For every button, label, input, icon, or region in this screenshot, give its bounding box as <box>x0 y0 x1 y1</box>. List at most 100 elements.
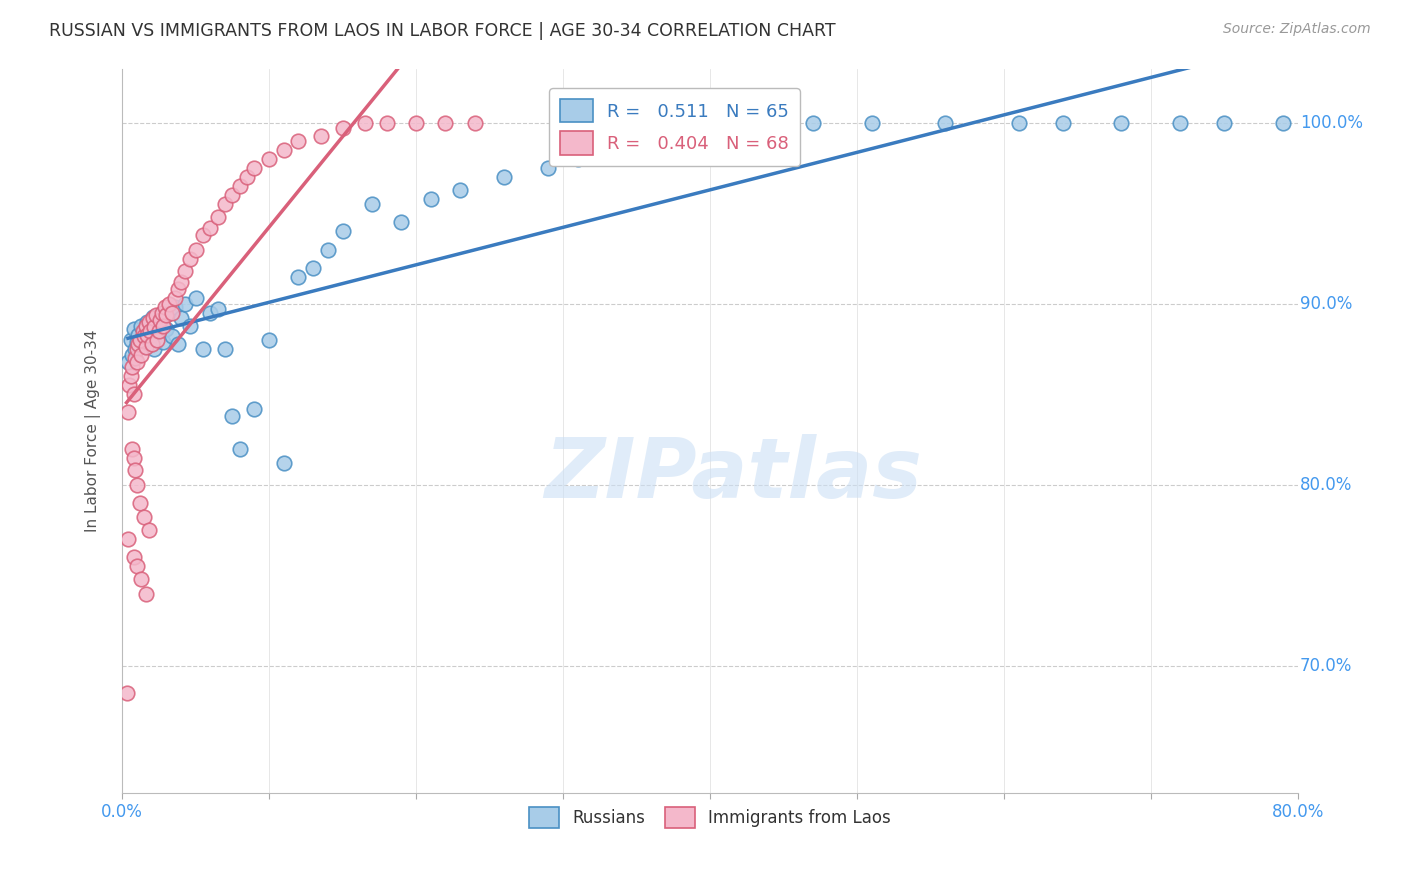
Point <box>200 306 222 320</box>
Point <box>129 318 152 333</box>
Point <box>122 387 145 401</box>
Point <box>131 331 153 345</box>
Text: 80.0%: 80.0% <box>1301 476 1353 494</box>
Point <box>464 116 486 130</box>
Point <box>184 243 207 257</box>
Point <box>128 333 150 347</box>
Point <box>121 360 143 375</box>
Point <box>134 324 156 338</box>
Point <box>236 170 259 185</box>
Point <box>228 442 250 456</box>
Point <box>353 116 375 130</box>
Point <box>179 252 201 266</box>
Point <box>207 302 229 317</box>
Legend: Russians, Immigrants from Laos: Russians, Immigrants from Laos <box>522 800 897 835</box>
Point <box>1272 116 1295 130</box>
Point <box>136 327 159 342</box>
Text: Source: ZipAtlas.com: Source: ZipAtlas.com <box>1223 22 1371 37</box>
Point <box>537 161 560 175</box>
Point <box>125 559 148 574</box>
Point <box>860 116 883 130</box>
Point <box>1007 116 1029 130</box>
Point <box>1168 116 1191 130</box>
Point <box>361 197 384 211</box>
Point <box>121 347 143 361</box>
Point <box>150 308 173 322</box>
Point <box>155 322 177 336</box>
Point <box>163 292 186 306</box>
Point <box>214 342 236 356</box>
Point <box>138 315 160 329</box>
Point <box>146 333 169 347</box>
Point <box>163 301 186 315</box>
Point <box>146 324 169 338</box>
Point <box>138 523 160 537</box>
Point <box>135 340 157 354</box>
Point <box>167 336 190 351</box>
Point <box>419 192 441 206</box>
Point <box>174 264 197 278</box>
Point <box>155 308 177 322</box>
Point <box>157 306 180 320</box>
Text: 100.0%: 100.0% <box>1301 114 1362 132</box>
Point <box>699 125 721 139</box>
Point <box>332 224 354 238</box>
Point <box>228 179 250 194</box>
Point <box>124 351 146 366</box>
Point <box>287 134 309 148</box>
Point <box>142 310 165 324</box>
Point <box>257 152 280 166</box>
Point <box>143 342 166 356</box>
Y-axis label: In Labor Force | Age 30-34: In Labor Force | Age 30-34 <box>86 329 101 532</box>
Point <box>742 120 765 134</box>
Point <box>934 116 956 130</box>
Point <box>257 333 280 347</box>
Point <box>149 320 172 334</box>
Point <box>1052 116 1074 130</box>
Point <box>221 188 243 202</box>
Point <box>131 324 153 338</box>
Point <box>128 496 150 510</box>
Point <box>243 161 266 175</box>
Point <box>152 334 174 349</box>
Point <box>332 121 354 136</box>
Point <box>302 260 325 275</box>
Point <box>434 116 457 130</box>
Point <box>117 532 139 546</box>
Point <box>127 327 149 342</box>
Point <box>655 134 678 148</box>
Text: ZIPatlas: ZIPatlas <box>544 434 922 515</box>
Point <box>124 342 146 356</box>
Point <box>160 329 183 343</box>
Point <box>610 143 633 157</box>
Point <box>273 456 295 470</box>
Point <box>567 152 589 166</box>
Point <box>1111 116 1133 130</box>
Point <box>148 313 170 327</box>
Point <box>1213 116 1236 130</box>
Point <box>135 318 157 333</box>
Point <box>273 143 295 157</box>
Point <box>405 116 427 130</box>
Point <box>184 292 207 306</box>
Point <box>160 306 183 320</box>
Point <box>141 336 163 351</box>
Point <box>122 450 145 465</box>
Point <box>125 334 148 349</box>
Point <box>170 311 193 326</box>
Point <box>243 401 266 416</box>
Point <box>139 329 162 343</box>
Point <box>174 297 197 311</box>
Point <box>375 116 398 130</box>
Point <box>141 336 163 351</box>
Point <box>122 550 145 565</box>
Point <box>143 320 166 334</box>
Point <box>136 315 159 329</box>
Point <box>287 269 309 284</box>
Point <box>135 340 157 354</box>
Point <box>316 243 339 257</box>
Point <box>134 510 156 524</box>
Text: 70.0%: 70.0% <box>1301 657 1353 675</box>
Point <box>179 318 201 333</box>
Point <box>128 338 150 352</box>
